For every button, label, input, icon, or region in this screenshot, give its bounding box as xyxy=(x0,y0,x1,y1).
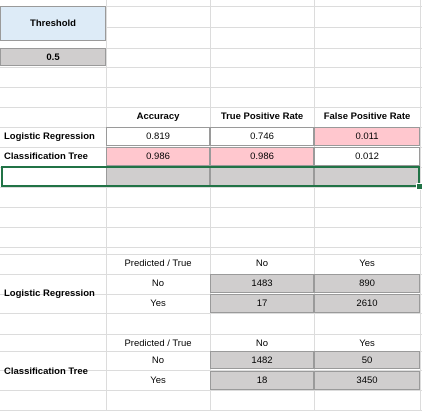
cm2-yes-yes-cell[interactable]: 3450 xyxy=(314,371,420,390)
metrics-row-label-classification-tree[interactable]: Classification Tree xyxy=(4,151,88,162)
gridline-horizontal xyxy=(0,27,422,28)
metrics-row-label-logistic-regression[interactable]: Logistic Regression xyxy=(4,131,95,142)
gridline-horizontal xyxy=(0,67,422,68)
gridline-horizontal xyxy=(0,6,422,7)
gridline-horizontal xyxy=(0,334,422,335)
gridline-horizontal xyxy=(0,313,422,314)
cm2-col-yes[interactable]: Yes xyxy=(359,338,375,349)
ct-accuracy-cell[interactable]: 0.986 xyxy=(106,147,210,166)
header-false-positive-rate[interactable]: False Positive Rate xyxy=(323,111,411,122)
lr-accuracy-cell[interactable]: 0.819 xyxy=(106,127,210,146)
header-true-positive-rate[interactable]: True Positive Rate xyxy=(220,111,304,122)
gridline-horizontal xyxy=(0,370,422,371)
fill-handle[interactable] xyxy=(416,183,422,190)
cm2-row-yes-label[interactable]: Yes xyxy=(150,375,166,386)
cm1-header[interactable]: Predicted / True xyxy=(124,258,192,269)
gridline-horizontal xyxy=(0,87,422,88)
threshold-label-cell[interactable]: Threshold xyxy=(0,6,106,41)
gridline-vertical xyxy=(106,0,107,411)
cm1-no-yes-cell[interactable]: 890 xyxy=(314,274,420,293)
cm1-yes-no-cell[interactable]: 17 xyxy=(210,294,314,313)
cell-selection-outline xyxy=(1,166,420,187)
cm1-model-label[interactable]: Logistic Regression xyxy=(4,287,95,299)
cm2-col-no[interactable]: No xyxy=(255,338,269,349)
cm1-col-yes[interactable]: Yes xyxy=(359,258,375,269)
gridline-horizontal xyxy=(0,187,422,188)
gridline-horizontal xyxy=(0,48,422,49)
cm1-col-no[interactable]: No xyxy=(255,258,269,269)
lr-tpr-cell[interactable]: 0.746 xyxy=(210,127,314,146)
gridline-horizontal xyxy=(0,227,422,228)
gridline-horizontal xyxy=(0,390,422,391)
ct-fpr-cell[interactable]: 0.012 xyxy=(314,147,420,166)
gridline-horizontal xyxy=(0,207,422,208)
cm1-no-no-cell[interactable]: 1483 xyxy=(210,274,314,293)
header-accuracy[interactable]: Accuracy xyxy=(136,111,180,122)
gridline-horizontal xyxy=(0,247,422,248)
threshold-value-cell[interactable]: 0.5 xyxy=(0,48,106,66)
lr-fpr-cell[interactable]: 0.011 xyxy=(314,127,420,146)
cm2-yes-no-cell[interactable]: 18 xyxy=(210,371,314,390)
gridline-vertical xyxy=(314,0,315,411)
cm2-header[interactable]: Predicted / True xyxy=(124,338,192,349)
cm1-row-yes-label[interactable]: Yes xyxy=(150,298,166,309)
gridline-vertical xyxy=(210,0,211,411)
cm1-yes-yes-cell[interactable]: 2610 xyxy=(314,294,420,313)
cm2-no-no-cell[interactable]: 1482 xyxy=(210,351,314,369)
gridline-horizontal xyxy=(0,254,422,255)
ct-tpr-cell[interactable]: 0.986 xyxy=(210,147,314,166)
gridline-vertical xyxy=(420,0,421,411)
cm1-row-no-label[interactable]: No xyxy=(151,278,165,289)
cm2-row-no-label[interactable]: No xyxy=(151,354,165,366)
gridline-horizontal xyxy=(0,107,422,108)
cm2-model-label[interactable]: Classification Tree xyxy=(4,365,88,377)
cm2-no-yes-cell[interactable]: 50 xyxy=(314,351,420,369)
